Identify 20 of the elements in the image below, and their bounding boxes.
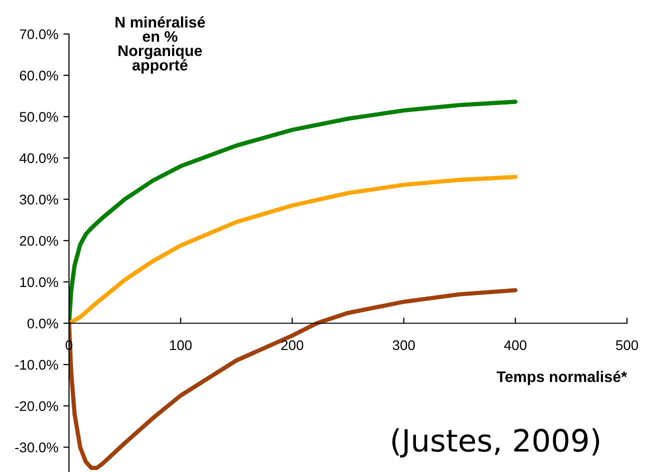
y-tick-label: 40.0% (20, 153, 58, 164)
y-tick-label: 10.0% (20, 277, 58, 288)
x-tick-label: 500 (616, 340, 638, 350)
x-tick-label: 300 (392, 340, 415, 350)
y-axis-title: N minéralisé en % Norganique apporté (116, 16, 205, 74)
y-tick-label: -10.0% (15, 360, 58, 370)
y-tick-label: 20.0% (20, 236, 58, 246)
y-tick-label: 60.0% (20, 70, 58, 80)
y-tick-label: 30.0% (20, 194, 58, 204)
x-tick-label: 200 (281, 340, 304, 350)
x-axis-title: Temps normalisé* (496, 370, 627, 386)
y-tick-label: 70.0% (20, 29, 58, 40)
line-series (69, 174, 518, 326)
x-tick-label: 400 (504, 340, 526, 350)
y-tick-label: -20.0% (15, 401, 58, 412)
y-tick-label: -30.0% (15, 442, 58, 452)
x-tick-label: 100 (170, 340, 192, 350)
y-tick-label: 0.0% (27, 318, 58, 328)
annotation: (Justes, 2009) (392, 428, 600, 458)
y-tick-label: 50.0% (20, 112, 58, 122)
